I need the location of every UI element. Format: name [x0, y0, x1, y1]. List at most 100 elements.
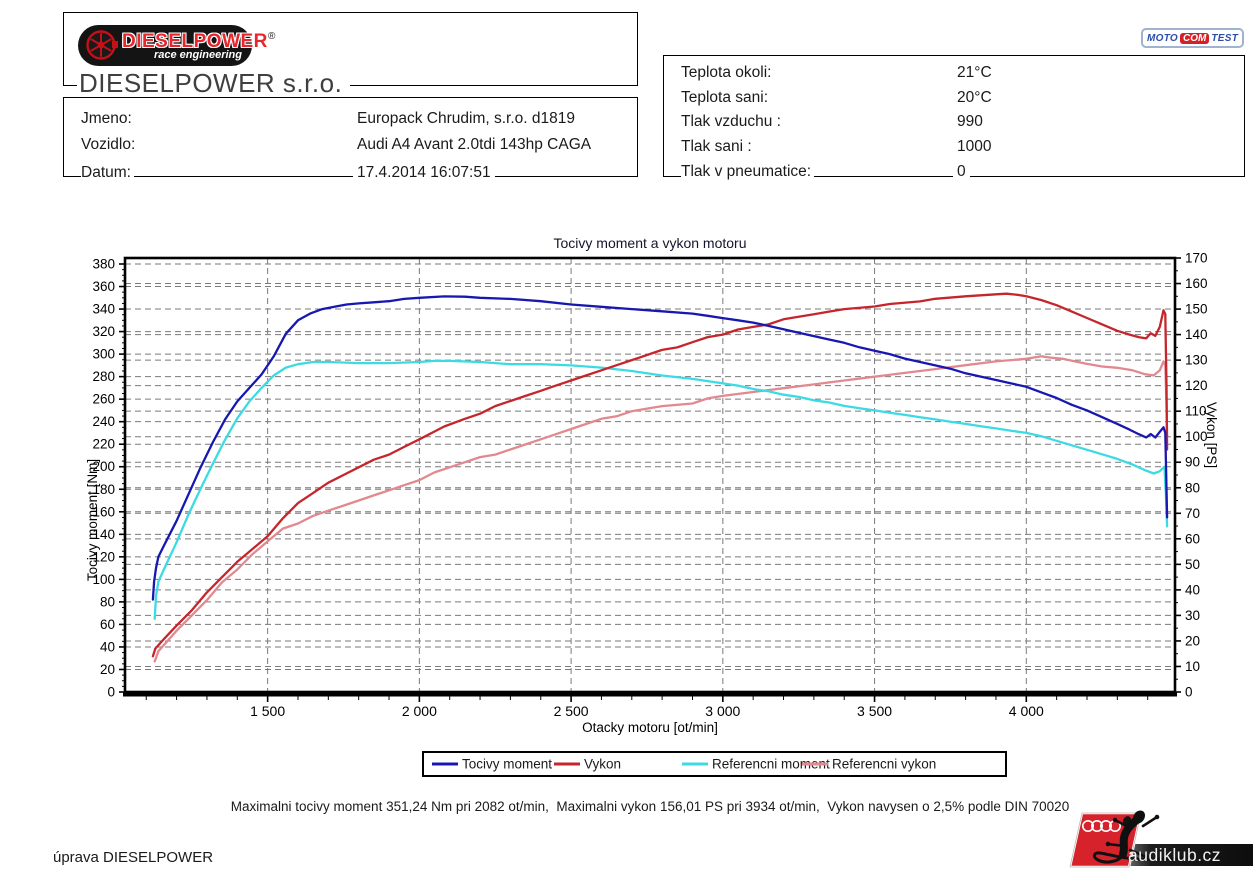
dieselpower-logo: DIESELPOWER race engineering ®	[78, 25, 275, 66]
svg-text:320: 320	[92, 324, 115, 339]
svg-text:260: 260	[92, 392, 115, 407]
svg-text:280: 280	[92, 369, 115, 384]
footer-note: úprava DIESELPOWER	[53, 849, 214, 866]
cond-row-teplota-sani: Teplota sani: 20°C	[664, 89, 1244, 107]
y-axis-label-right: Vykon [PS]	[1204, 402, 1219, 468]
legend-swatch	[802, 762, 828, 766]
svg-text:220: 220	[92, 437, 115, 452]
curve-vykon	[151, 292, 1169, 658]
svg-text:120: 120	[92, 549, 115, 564]
svg-text:130: 130	[1185, 353, 1208, 368]
cond-value: 21°C	[953, 64, 996, 82]
svg-text:30: 30	[1185, 608, 1200, 623]
svg-text:360: 360	[92, 279, 115, 294]
svg-text:0: 0	[1185, 685, 1193, 700]
cond-row-tlak-vzduchu: Tlak vzduchu : 990	[664, 113, 1244, 131]
cond-row-tlak-sani: Tlak sani : 1000	[664, 138, 1244, 156]
info-label: Jmeno:	[81, 110, 135, 128]
svg-text:0: 0	[107, 685, 115, 700]
legend-label: Referencni moment	[712, 756, 830, 772]
audiklub-url: audiklub.cz	[1128, 845, 1222, 865]
info-row-jmeno: Jmeno: Europack Chrudim, s.r.o. d1819	[64, 110, 637, 128]
motocom-part-com: COM	[1180, 32, 1210, 44]
company-name: DIESELPOWER s.r.o.	[77, 68, 351, 99]
legend-item-tocivy-moment: Tocivy moment	[432, 757, 552, 772]
turbo-icon	[86, 30, 118, 60]
svg-text:120: 120	[1185, 378, 1208, 393]
svg-text:100: 100	[1185, 429, 1208, 444]
svg-text:160: 160	[1185, 276, 1208, 291]
svg-text:60: 60	[1185, 531, 1200, 546]
svg-text:160: 160	[92, 504, 115, 519]
legend-item-referencni-vykon: Referencni vykon	[802, 757, 936, 772]
svg-text:4 000: 4 000	[1009, 703, 1044, 719]
cond-label: Tlak v pneumatice:	[681, 163, 815, 181]
registered-mark: ®	[268, 31, 276, 42]
cond-label: Teplota okoli:	[681, 64, 775, 82]
cond-label: Teplota sani:	[681, 89, 772, 107]
max-values-summary: Maximalni tocivy moment 351,24 Nm pri 20…	[230, 799, 1070, 814]
chart-title: Tocivy moment a vykon motoru	[553, 235, 747, 251]
svg-text:2 500: 2 500	[554, 703, 589, 719]
y-axis-label-left: Tocivy moment [Nm]	[85, 459, 100, 581]
curve-tocivy-moment	[151, 295, 1169, 601]
curve-referencni-moment	[153, 359, 1169, 620]
svg-text:150: 150	[1185, 302, 1208, 317]
svg-text:110: 110	[1185, 404, 1207, 419]
info-value: 17.4.2014 16:07:51	[353, 164, 495, 182]
svg-text:140: 140	[1185, 327, 1208, 342]
info-label: Vozidlo:	[81, 136, 139, 154]
cond-value: 990	[953, 113, 987, 131]
svg-text:60: 60	[100, 617, 115, 632]
cond-row-tlak-pneu: Tlak v pneumatice: 0	[664, 163, 1244, 181]
cond-value: 1000	[953, 138, 996, 156]
cond-value: 20°C	[953, 89, 996, 107]
legend-label: Vykon	[584, 756, 622, 772]
svg-text:80: 80	[100, 594, 115, 609]
svg-text:3 500: 3 500	[857, 703, 892, 719]
info-value: Europack Chrudim, s.r.o. d1819	[353, 110, 579, 128]
svg-text:100: 100	[92, 572, 115, 587]
cond-label: Tlak vzduchu :	[681, 113, 784, 131]
audiklub-logo	[1068, 810, 1253, 869]
legend-item-referencni-moment: Referencni moment	[682, 757, 830, 772]
legend-swatch	[682, 762, 708, 766]
svg-text:300: 300	[92, 347, 115, 362]
info-row-vozidlo: Vozidlo: Audi A4 Avant 2.0tdi 143hp CAGA	[64, 136, 637, 154]
svg-text:40: 40	[100, 639, 115, 654]
motocom-test-logo: MOTO COM TEST	[1141, 28, 1245, 48]
cond-value: 0	[953, 163, 970, 181]
svg-text:50: 50	[1185, 557, 1200, 572]
gecko-icon	[1092, 810, 1186, 864]
svg-text:200: 200	[92, 459, 115, 474]
svg-text:20: 20	[1185, 633, 1200, 648]
vehicle-info-box: Jmeno: Europack Chrudim, s.r.o. d1819 Vo…	[63, 97, 638, 182]
svg-text:80: 80	[1185, 480, 1200, 495]
cond-row-teplota-okoli: Teplota okoli: 21°C	[664, 64, 1244, 82]
svg-text:140: 140	[92, 527, 115, 542]
legend-swatch	[554, 762, 580, 766]
svg-text:180: 180	[92, 482, 115, 497]
info-label: Datum:	[81, 164, 134, 182]
conditions-box: Teplota okoli: 21°C Teplota sani: 20°C T…	[663, 55, 1245, 181]
svg-text:380: 380	[92, 257, 115, 272]
legend-item-vykon: Vykon	[554, 757, 621, 772]
legend-label: Tocivy moment	[462, 756, 553, 772]
brand-subtitle: race engineering	[153, 49, 242, 61]
svg-text:70: 70	[1185, 506, 1200, 521]
svg-text:20: 20	[100, 662, 115, 677]
motocom-part-test: TEST	[1211, 32, 1239, 44]
svg-text:2 000: 2 000	[402, 703, 437, 719]
svg-text:10: 10	[1185, 659, 1200, 674]
info-row-datum: Datum: 17.4.2014 16:07:51	[64, 164, 637, 182]
company-header-box: DIESELPOWER race engineering ® DIESELPOW…	[63, 12, 638, 99]
svg-text:3 000: 3 000	[705, 703, 740, 719]
svg-text:90: 90	[1185, 455, 1200, 470]
brand-text: DIESELPOWER	[122, 31, 268, 52]
svg-text:240: 240	[92, 414, 115, 429]
svg-text:170: 170	[1185, 251, 1208, 266]
svg-text:1 500: 1 500	[250, 703, 285, 719]
svg-text:340: 340	[92, 302, 115, 317]
